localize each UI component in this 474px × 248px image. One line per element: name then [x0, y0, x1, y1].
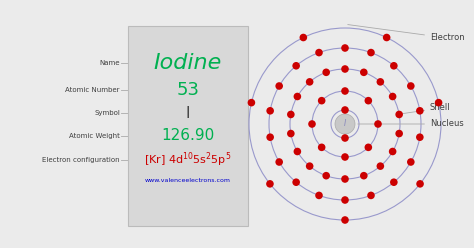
- Circle shape: [318, 144, 326, 151]
- Circle shape: [266, 180, 274, 188]
- Circle shape: [389, 93, 396, 100]
- Circle shape: [416, 180, 424, 188]
- Text: Name: Name: [100, 60, 120, 66]
- Circle shape: [292, 62, 300, 70]
- Text: Nucleus: Nucleus: [358, 120, 464, 128]
- Circle shape: [287, 111, 295, 118]
- Circle shape: [341, 175, 349, 183]
- Circle shape: [306, 162, 313, 170]
- Circle shape: [322, 68, 330, 76]
- Circle shape: [341, 44, 349, 52]
- Circle shape: [435, 99, 442, 106]
- Text: 126.90: 126.90: [161, 128, 215, 144]
- Circle shape: [365, 97, 372, 104]
- Circle shape: [374, 120, 382, 128]
- Circle shape: [341, 153, 349, 161]
- FancyBboxPatch shape: [128, 26, 248, 226]
- Circle shape: [383, 34, 391, 41]
- Circle shape: [365, 144, 372, 151]
- Circle shape: [266, 133, 274, 141]
- Circle shape: [341, 65, 349, 73]
- Circle shape: [341, 87, 349, 95]
- Circle shape: [275, 158, 283, 166]
- Circle shape: [335, 114, 355, 134]
- Text: $\mathregular{[Kr]\ 4d^{10}5s^{2}5p^{5}}$: $\mathregular{[Kr]\ 4d^{10}5s^{2}5p^{5}}…: [144, 151, 232, 169]
- Circle shape: [416, 133, 424, 141]
- Text: Atomic Weight: Atomic Weight: [69, 133, 120, 139]
- Circle shape: [306, 78, 313, 86]
- Circle shape: [275, 82, 283, 90]
- Circle shape: [407, 82, 415, 90]
- Circle shape: [367, 49, 375, 56]
- Circle shape: [266, 107, 274, 115]
- Circle shape: [300, 34, 307, 41]
- Circle shape: [287, 130, 295, 137]
- Circle shape: [376, 78, 384, 86]
- Circle shape: [293, 93, 301, 100]
- Circle shape: [390, 62, 398, 70]
- Circle shape: [360, 68, 368, 76]
- Circle shape: [395, 130, 403, 137]
- Text: www.valenceelectrons.com: www.valenceelectrons.com: [145, 179, 231, 184]
- Text: Electron configuration: Electron configuration: [42, 157, 120, 163]
- Circle shape: [315, 192, 323, 199]
- Text: Electron: Electron: [348, 25, 465, 42]
- Text: I: I: [186, 105, 190, 121]
- Text: Symbol: Symbol: [94, 110, 120, 116]
- Circle shape: [292, 178, 300, 186]
- Circle shape: [360, 172, 368, 180]
- Circle shape: [341, 134, 349, 142]
- Text: I: I: [344, 120, 346, 128]
- Text: Shell: Shell: [403, 103, 451, 114]
- Circle shape: [318, 97, 326, 104]
- Circle shape: [416, 107, 424, 115]
- Circle shape: [315, 49, 323, 56]
- Circle shape: [376, 162, 384, 170]
- Text: 53: 53: [176, 81, 200, 99]
- Circle shape: [341, 106, 349, 114]
- Circle shape: [367, 192, 375, 199]
- Text: Iodine: Iodine: [154, 53, 222, 73]
- Circle shape: [395, 111, 403, 118]
- Circle shape: [247, 99, 255, 106]
- Circle shape: [341, 196, 349, 204]
- Circle shape: [389, 148, 396, 155]
- Circle shape: [322, 172, 330, 180]
- Text: Atomic Number: Atomic Number: [65, 87, 120, 93]
- Circle shape: [407, 158, 415, 166]
- Circle shape: [390, 178, 398, 186]
- Circle shape: [341, 216, 349, 224]
- Circle shape: [308, 120, 316, 128]
- Circle shape: [293, 148, 301, 155]
